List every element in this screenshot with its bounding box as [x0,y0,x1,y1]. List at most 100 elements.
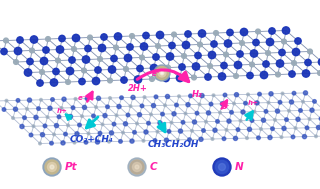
Circle shape [47,163,57,171]
Circle shape [218,73,226,80]
Circle shape [79,78,85,85]
Circle shape [235,93,239,97]
Circle shape [258,92,261,96]
Circle shape [81,115,83,118]
Circle shape [227,29,233,36]
Circle shape [83,105,87,109]
Circle shape [61,141,65,145]
Circle shape [246,137,248,139]
Text: e⁻: e⁻ [222,104,230,110]
Circle shape [50,165,54,169]
Circle shape [96,96,100,100]
Circle shape [247,127,252,131]
Circle shape [302,135,307,139]
Circle shape [227,119,231,123]
Text: CO₂+CH₄: CO₂+CH₄ [70,135,114,144]
Circle shape [215,160,228,174]
Circle shape [209,102,213,106]
Circle shape [239,119,242,122]
Circle shape [40,57,48,65]
Circle shape [115,114,118,117]
Circle shape [82,56,90,63]
Circle shape [211,41,217,47]
Circle shape [98,44,106,52]
Circle shape [253,39,259,46]
Circle shape [51,98,54,101]
Circle shape [241,110,245,114]
Circle shape [137,65,143,72]
Circle shape [250,62,254,67]
Circle shape [114,45,118,50]
Circle shape [98,57,102,61]
Circle shape [302,100,304,103]
Circle shape [313,100,316,103]
Circle shape [289,71,295,77]
Circle shape [172,112,176,116]
Circle shape [53,133,55,136]
Circle shape [260,71,268,79]
Circle shape [150,77,155,81]
Circle shape [24,69,32,76]
Circle shape [137,113,141,117]
Circle shape [30,48,35,53]
Circle shape [165,94,170,99]
Circle shape [117,105,121,108]
Circle shape [219,111,221,114]
Circle shape [202,129,205,132]
Circle shape [46,116,49,119]
Circle shape [28,98,32,102]
Circle shape [4,38,8,43]
Circle shape [308,118,311,120]
Circle shape [198,30,206,37]
Circle shape [166,53,174,60]
Circle shape [57,115,61,119]
Circle shape [109,131,114,135]
Circle shape [318,58,320,66]
Circle shape [85,45,91,52]
Circle shape [13,107,18,111]
Circle shape [43,47,49,53]
Circle shape [156,44,160,48]
Circle shape [16,99,20,102]
Circle shape [69,57,75,63]
Circle shape [179,129,183,133]
Circle shape [264,110,268,113]
Circle shape [296,117,300,121]
Circle shape [250,119,254,122]
Circle shape [27,58,33,65]
Circle shape [176,74,184,82]
Text: Pt: Pt [65,162,78,172]
Circle shape [95,67,101,73]
Circle shape [154,65,170,81]
Circle shape [66,67,74,75]
Circle shape [181,121,185,124]
Circle shape [292,61,296,65]
Circle shape [108,140,110,143]
Circle shape [30,36,38,43]
Circle shape [289,100,293,104]
Circle shape [122,131,124,134]
Circle shape [59,35,65,42]
Circle shape [266,38,274,46]
Circle shape [50,141,53,145]
Circle shape [127,44,133,50]
Circle shape [199,137,203,141]
Circle shape [213,158,231,176]
Circle shape [85,97,89,100]
Circle shape [120,96,123,99]
Circle shape [282,27,290,34]
Circle shape [128,158,146,176]
Circle shape [88,35,92,40]
Circle shape [303,91,308,95]
Circle shape [223,93,227,97]
Circle shape [175,103,178,107]
Circle shape [237,51,243,57]
Circle shape [205,74,211,80]
Circle shape [101,34,107,40]
Circle shape [292,91,296,95]
Circle shape [280,136,283,139]
Circle shape [316,125,320,130]
Circle shape [185,31,191,37]
Circle shape [299,109,302,112]
Circle shape [74,98,77,100]
